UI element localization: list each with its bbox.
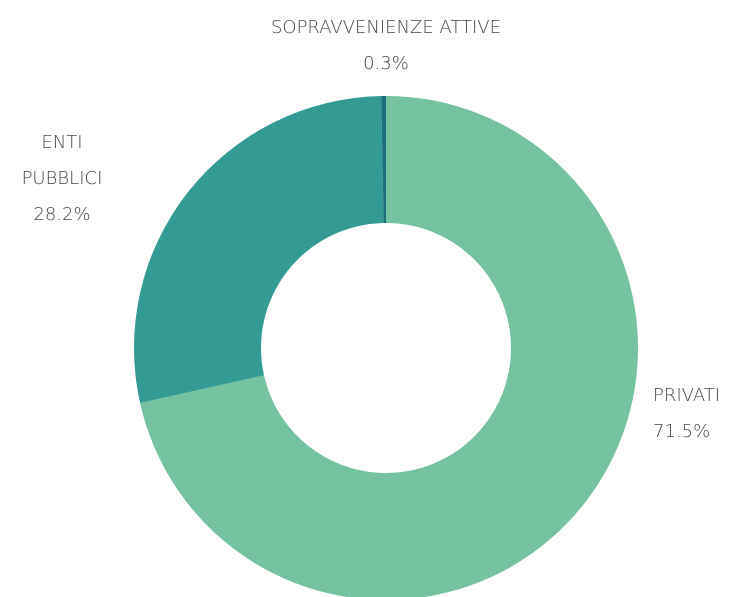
donut-slice bbox=[134, 96, 384, 403]
slice-label: PRIVATI 71.5% bbox=[653, 378, 748, 450]
category-label: SOPRAVVENIENZE ATTIVE bbox=[270, 17, 501, 38]
value-label: 28.2% bbox=[33, 204, 91, 225]
value-label: 71.5% bbox=[653, 421, 711, 442]
slice-label: SOPRAVVENIENZE ATTIVE 0.3% bbox=[206, 10, 566, 82]
value-label: 0.3% bbox=[363, 53, 409, 74]
donut-slice bbox=[381, 96, 386, 224]
donut-slice bbox=[140, 96, 638, 597]
slice-label: ENTI PUBBLICI 28.2% bbox=[12, 125, 112, 233]
category-label: ENTI PUBBLICI bbox=[21, 132, 103, 189]
category-label: PRIVATI bbox=[653, 385, 721, 406]
